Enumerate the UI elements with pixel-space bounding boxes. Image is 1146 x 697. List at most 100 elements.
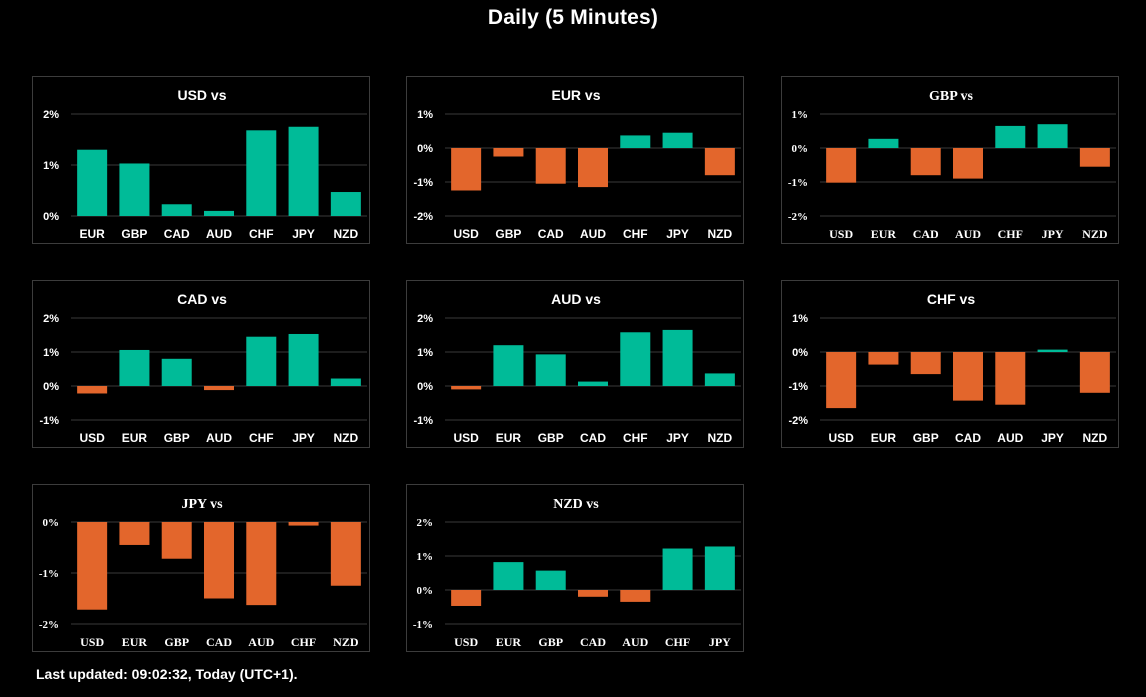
bar-aud [995, 352, 1026, 405]
bar-jpy [704, 546, 735, 590]
bar-usd [826, 352, 857, 409]
bar-gbp [161, 522, 192, 559]
x-category-label: GBP [538, 635, 563, 649]
bar-gbp [119, 163, 150, 216]
chart-title: EUR vs [551, 87, 600, 103]
bar-cad [578, 590, 608, 597]
bar-chf [288, 522, 319, 526]
y-tick-label: 1% [417, 109, 433, 121]
chart-title: CAD vs [177, 291, 227, 307]
x-category-label: USD [453, 431, 479, 445]
y-tick-label: 1% [417, 551, 434, 563]
chart-panel-eur: EUR vs -2% -1% 0% 1% USD GBP CAD AUD CHF JPY NZD [406, 76, 744, 244]
bar-jpy [662, 329, 693, 386]
x-category-label: CAD [580, 431, 606, 445]
x-category-label: JPY [1042, 227, 1064, 241]
x-category-label: CAD [206, 635, 232, 649]
x-category-label: CHF [998, 227, 1023, 241]
x-category-label: EUR [79, 227, 105, 241]
y-tick-label: 0% [417, 143, 433, 155]
y-tick-label: -2% [413, 211, 433, 223]
y-tick-label: 2% [417, 313, 433, 325]
y-tick-label: -1% [39, 415, 59, 427]
y-tick-label: -1% [788, 177, 808, 189]
bar-jpy [288, 126, 319, 216]
bar-chf [662, 548, 693, 590]
y-tick-label: -2% [788, 211, 808, 223]
bar-aud [620, 590, 651, 602]
x-category-label: CHF [249, 227, 274, 241]
bar-gbp [910, 352, 941, 375]
x-category-label: NZD [334, 227, 359, 241]
bar-cad [578, 381, 608, 386]
x-category-label: JPY [709, 635, 731, 649]
chart-title: JPY vs [181, 497, 223, 512]
x-category-label: CAD [164, 227, 190, 241]
bar-nzd [330, 522, 361, 586]
bar-nzd [1079, 148, 1110, 167]
x-category-label: NZD [334, 431, 359, 445]
bar-chf [620, 135, 651, 148]
y-tick-label: -1% [413, 177, 433, 189]
y-tick-label: 2% [43, 313, 59, 325]
bar-eur [868, 138, 899, 148]
chart-title: CHF vs [927, 291, 975, 307]
y-tick-label: -2% [39, 619, 59, 631]
y-tick-label: -1% [413, 415, 433, 427]
x-category-label: GBP [913, 431, 939, 445]
x-category-label: CHF [291, 635, 316, 649]
chart-title: GBP vs [929, 89, 974, 104]
x-category-label: GBP [121, 227, 147, 241]
y-tick-label: 1% [43, 347, 59, 359]
x-category-label: JPY [292, 431, 315, 445]
x-category-label: AUD [955, 227, 981, 241]
chart-panel-chf: CHF vs -2% -1% 0% 1% USD EUR GBP CAD AUD JPY NZD [781, 280, 1119, 448]
bar-nzd [330, 192, 361, 216]
x-category-label: NZD [333, 635, 359, 649]
x-category-label: NZD [1083, 431, 1108, 445]
bar-jpy [662, 132, 693, 148]
x-category-label: CHF [623, 431, 648, 445]
last-updated-text: Last updated: 09:02:32, Today (UTC+1). [36, 666, 298, 682]
y-tick-label: -2% [788, 415, 808, 427]
bar-chf [246, 130, 277, 216]
chart-panel-usd: USD vs 0% 1% 2% EUR GBP CAD AUD CHF JPY NZD [32, 76, 370, 244]
x-category-label: AUD [580, 227, 606, 241]
bar-gbp [535, 570, 566, 590]
bar-gbp [535, 354, 566, 386]
chart-panel-jpy: JPY vs -2% -1% 0% USD EUR GBP CAD AUD CHF NZD [32, 484, 370, 652]
chart-panel-cad: CAD vs -1% 0% 1% 2% USD EUR GBP AUD CHF JPY NZD [32, 280, 370, 448]
bar-aud [578, 148, 608, 188]
bar-cad [910, 148, 941, 176]
chart-jpy: JPY vs -2% -1% 0% USD EUR GBP CAD AUD CHF NZD [39, 497, 367, 649]
x-category-label: USD [828, 431, 854, 445]
y-tick-label: 1% [792, 109, 809, 121]
x-category-label: AUD [248, 635, 274, 649]
chart-chf: CHF vs -2% -1% 0% 1% USD EUR GBP CAD AUD JPY NZD [788, 291, 1116, 445]
bar-jpy [1037, 124, 1068, 148]
bar-nzd [330, 378, 361, 386]
x-category-label: GBP [164, 635, 189, 649]
bar-eur [493, 345, 524, 386]
bar-gbp [161, 358, 192, 386]
chart-gbp: GBP vs -2% -1% 0% 1% USD EUR CAD AUD CHF JPY NZD [788, 89, 1116, 241]
x-category-label: JPY [666, 227, 689, 241]
x-category-label: JPY [1041, 431, 1064, 445]
bar-chf [246, 336, 277, 386]
y-tick-label: 0% [792, 143, 809, 155]
chart-usd: USD vs 0% 1% 2% EUR GBP CAD AUD CHF JPY NZD [43, 87, 367, 241]
y-tick-label: 1% [417, 347, 433, 359]
chart-panel-aud: AUD vs -1% 0% 1% 2% USD EUR GBP CAD CHF JPY NZD [406, 280, 744, 448]
x-category-label: JPY [666, 431, 689, 445]
bar-eur [77, 149, 108, 216]
chart-title: USD vs [177, 87, 226, 103]
x-category-label: USD [454, 635, 478, 649]
chart-eur: EUR vs -2% -1% 0% 1% USD GBP CAD AUD CHF JPY NZD [413, 87, 741, 241]
x-category-label: CHF [623, 227, 648, 241]
bar-cad [161, 204, 192, 216]
bar-nzd [704, 373, 735, 386]
x-category-label: CAD [580, 635, 606, 649]
x-category-label: NZD [708, 431, 733, 445]
bar-aud [204, 386, 234, 391]
y-tick-label: 0% [792, 347, 808, 359]
